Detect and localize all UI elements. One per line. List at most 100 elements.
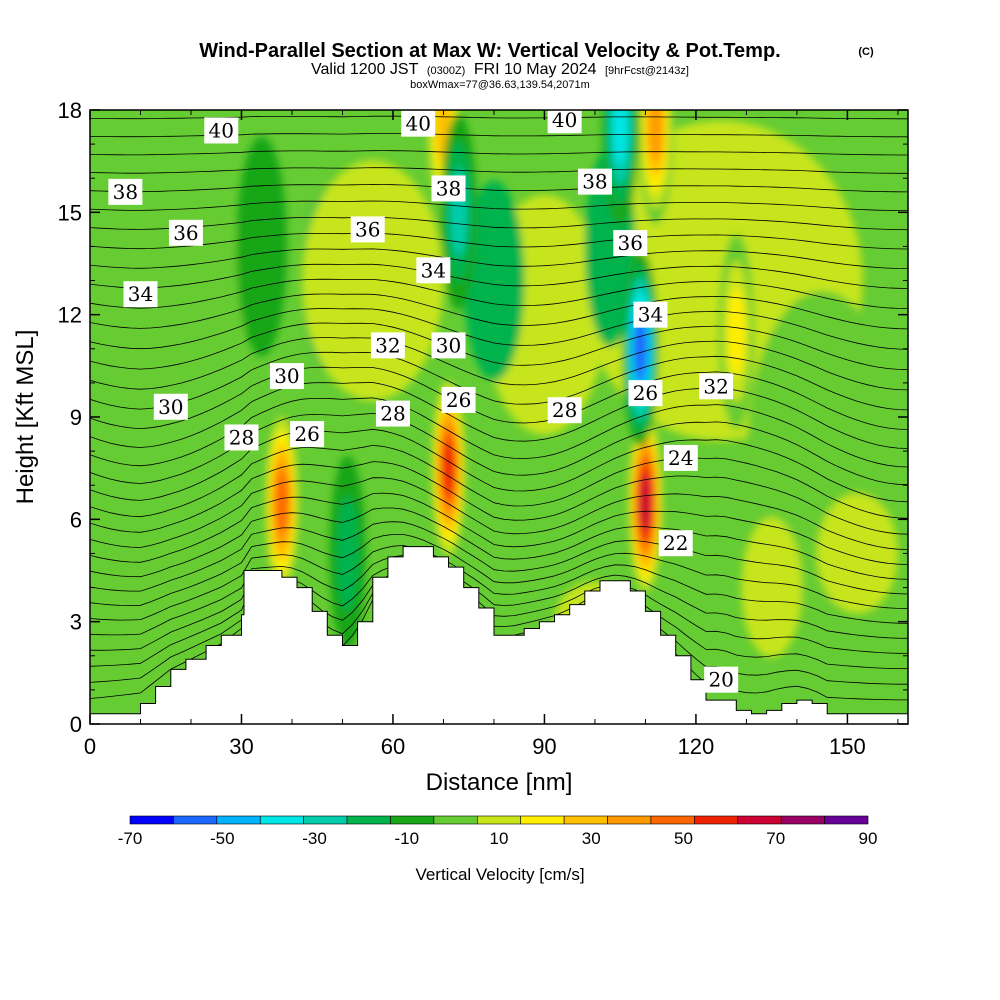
isotherm-label-32: 32 <box>699 373 734 400</box>
isotherm-line-31 <box>90 150 908 156</box>
svg-text:26: 26 <box>633 381 658 405</box>
isotherm-label-20: 20 <box>704 666 739 693</box>
colorbar-swatch <box>433 815 478 825</box>
isotherm-label-28: 28 <box>547 397 582 424</box>
isotherm-line-30 <box>90 167 908 174</box>
isotherm-label-30: 30 <box>431 332 466 359</box>
colorbar-tick-label: 70 <box>766 829 785 848</box>
isotherm-line-10 <box>90 477 908 550</box>
colorbar-swatch <box>563 815 608 825</box>
chart-title: Wind-Parallel Section at Max W: Vertical… <box>199 40 780 62</box>
colorbar-swatch <box>607 815 652 825</box>
colorbar-swatch <box>303 815 348 825</box>
svg-text:32: 32 <box>703 374 728 398</box>
svg-text:32: 32 <box>375 333 400 357</box>
svg-text:22: 22 <box>663 531 688 555</box>
colorbar-swatch <box>824 815 869 825</box>
isotherm-line-14 <box>90 412 908 486</box>
x-tick-label: 150 <box>829 734 866 759</box>
forecast-info: [9hrFcst@2143z] <box>605 65 689 77</box>
colorbar-swatch <box>129 815 174 825</box>
velocity-band-12 <box>817 493 898 614</box>
svg-text:34: 34 <box>638 303 663 327</box>
colorbar-swatch <box>173 815 218 825</box>
y-tick-label: 6 <box>70 507 82 532</box>
y-axis-label: Height [Kft MSL] <box>12 330 39 505</box>
updraft-core-5-ring-3 <box>727 287 745 377</box>
colorbar-swatch <box>520 815 565 825</box>
isotherm-labels: 40 40 40 38 38 38 36 36 36 34 34 34 32 32 30 30 30 28 28 28… <box>108 107 739 693</box>
isotherm-line-19 <box>90 337 908 391</box>
isotherm-line-11 <box>90 461 908 535</box>
isotherm-line-8 <box>90 507 908 580</box>
x-tick-label: 30 <box>229 734 253 759</box>
isotherm-label-28: 28 <box>375 400 410 427</box>
isotherm-label-26: 26 <box>628 380 663 407</box>
x-axis-label: Distance [nm] <box>426 769 573 796</box>
svg-text:30: 30 <box>274 364 299 388</box>
velocity-band-2 <box>236 136 287 357</box>
colorbar-tick-label: -30 <box>302 829 327 848</box>
isotherm-label-34: 34 <box>416 257 451 284</box>
isotherm-line-23 <box>90 278 908 309</box>
y-tick-label: 18 <box>58 98 82 123</box>
isotherm-line-4 <box>90 554 908 639</box>
svg-text:30: 30 <box>436 333 461 357</box>
colorbar: -70 -50 -30 -10 10 30 50 70 90 <box>118 815 878 848</box>
colorbar-swatch <box>650 815 695 825</box>
isotherm-label-38: 38 <box>431 175 466 202</box>
svg-text:34: 34 <box>128 282 153 306</box>
x-tick-label: 120 <box>678 734 715 759</box>
colorbar-swatch <box>390 815 435 825</box>
isotherm-line-18 <box>90 351 908 411</box>
isotherm-label-38: 38 <box>577 168 612 195</box>
svg-text:36: 36 <box>173 221 198 245</box>
colorbar-swatch <box>259 815 304 825</box>
svg-text:30: 30 <box>158 395 183 419</box>
updraft-core-1-ring-7 <box>442 438 455 498</box>
updraft-core-4-ring-5 <box>648 110 663 162</box>
downdraft-core-2-ring-4 <box>612 110 628 166</box>
colorbar-tick-label: 90 <box>859 829 878 848</box>
velocity-band-11 <box>741 517 802 658</box>
valid-utc: (0300Z) <box>427 65 466 77</box>
isotherm-label-40: 40 <box>401 110 436 137</box>
y-tick-label: 0 <box>70 712 82 737</box>
isotherm-line-24 <box>90 263 908 289</box>
downdraft-core-1-ring-6 <box>634 317 647 381</box>
isotherm-label-26: 26 <box>441 386 476 413</box>
velocity-band-4 <box>302 160 444 401</box>
colorbar-tick-label: 30 <box>582 829 601 848</box>
isotherm-label-40: 40 <box>547 107 582 134</box>
colorbar-tick-label: -70 <box>118 829 143 848</box>
svg-text:28: 28 <box>380 402 405 426</box>
isotherm-line-26 <box>90 232 908 250</box>
plot-area <box>90 110 908 724</box>
isotherm-label-34: 34 <box>123 281 158 308</box>
x-tick-label: 90 <box>532 734 556 759</box>
isotherm-label-24: 24 <box>663 444 698 471</box>
box-wmax-info: boxWmax=77@36.63,139.54,2071m <box>410 79 590 91</box>
isotherm-line-5 <box>90 545 908 624</box>
isotherm-label-34: 34 <box>633 301 668 328</box>
svg-text:28: 28 <box>552 398 577 422</box>
isotherm-label-30: 30 <box>269 363 304 390</box>
isotherm-line-3 <box>90 563 908 654</box>
colorbar-tick-label: -10 <box>394 829 419 848</box>
valid-date: FRI 10 May 2024 <box>474 61 597 78</box>
isotherm-label-22: 22 <box>658 530 693 557</box>
isotherm-line-27 <box>90 216 908 231</box>
colorbar-swatch <box>780 815 825 825</box>
colorbar-swatch <box>476 815 522 825</box>
velocity-field <box>90 110 898 686</box>
x-tick-label: 0 <box>84 734 96 759</box>
svg-text:20: 20 <box>708 668 733 692</box>
y-tick-label: 12 <box>58 303 82 328</box>
colorbar-swatch <box>694 815 739 825</box>
svg-text:36: 36 <box>355 217 380 241</box>
colorbar-swatch <box>737 815 782 825</box>
y-tick-label: 15 <box>58 200 82 225</box>
chart-subtitle: Valid 1200 JST (0300Z) FRI 10 May 2024 [… <box>311 61 689 78</box>
